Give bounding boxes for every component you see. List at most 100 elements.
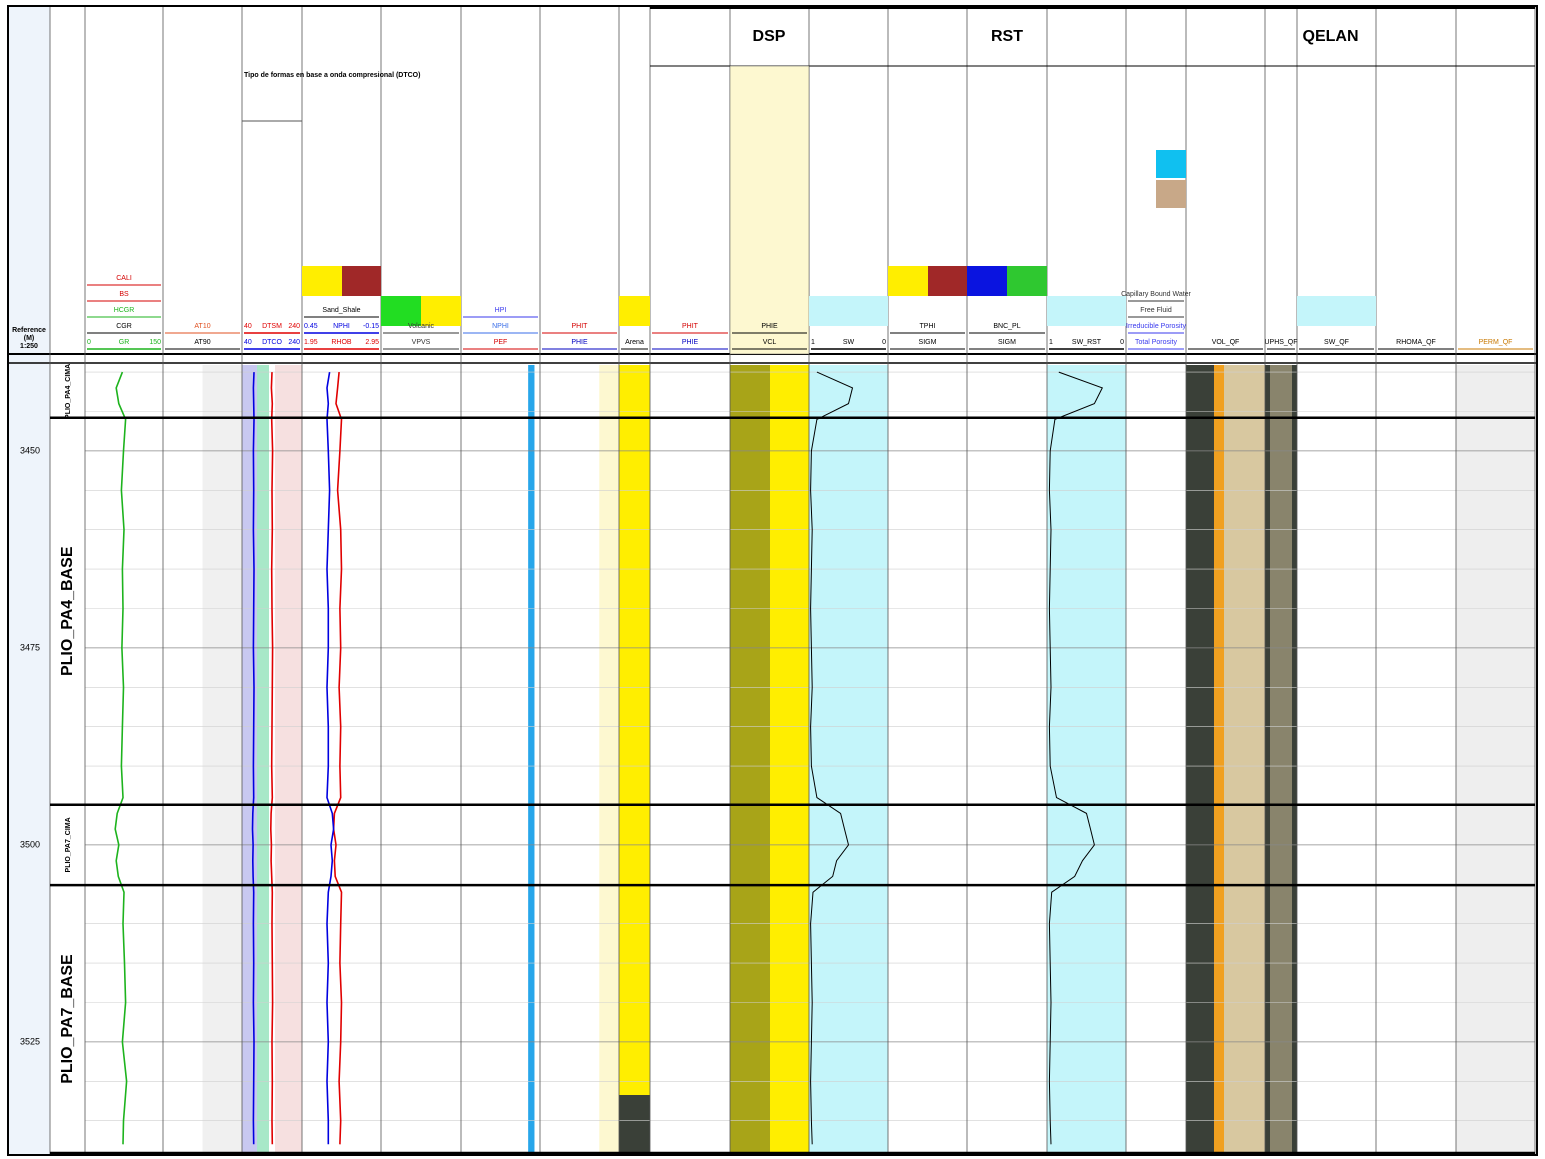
- legend-swatch: [302, 266, 342, 296]
- track-label: VPVS: [412, 339, 431, 346]
- track-label: PERM_QF: [1479, 339, 1513, 346]
- track-label: Sand_Shale: [322, 307, 360, 314]
- legend-swatch: [809, 296, 888, 326]
- track-label: AT90: [194, 339, 210, 346]
- lithology: [619, 365, 650, 1153]
- reference-column: [9, 7, 50, 1154]
- track-label: BS: [119, 291, 129, 298]
- curve-scale-min: 0.45: [304, 323, 318, 330]
- lithology: [1224, 365, 1265, 1153]
- track-label: SW_QF: [1324, 339, 1349, 346]
- group-title: DSP: [753, 28, 786, 45]
- track-label: Free Fluid: [1140, 307, 1172, 314]
- legend-swatch: [1156, 150, 1186, 178]
- track-label: SIGM: [998, 339, 1016, 346]
- legend-swatch: [421, 296, 461, 326]
- track-fill: [242, 365, 257, 1153]
- zone-name: PLIO_PA7_CIMA: [65, 817, 72, 872]
- lithology: [770, 365, 809, 1153]
- log-curve: [251, 372, 255, 1145]
- legend-swatch: [1047, 296, 1126, 326]
- track-label: TPHI: [920, 323, 936, 330]
- curve-name: SW_RST: [1072, 339, 1102, 346]
- curve-scale-min: 40: [244, 339, 252, 346]
- legend-swatch: [381, 296, 421, 326]
- zone-name: PLIO_PA7_BASE: [59, 954, 76, 1084]
- track-label: NPHI: [492, 323, 509, 330]
- curve-scale-min: 1.95: [304, 339, 318, 346]
- curve-scale-max: 240: [288, 323, 300, 330]
- lithology: [1186, 365, 1214, 1153]
- track-label: AT10: [194, 323, 210, 330]
- zone-name: PLIO_PA4_CIMA: [65, 364, 72, 419]
- track-fill: [809, 365, 888, 1153]
- track-fill: [599, 365, 619, 1153]
- curve-name: DTCO: [262, 339, 282, 346]
- curve-name: NPHI: [333, 323, 350, 330]
- log-curve: [326, 371, 335, 1145]
- track-note: Tipo de formas en base a onda compresion…: [244, 72, 420, 79]
- track-label: VCL: [763, 339, 777, 346]
- track-label: PHIT: [572, 323, 589, 330]
- track-label: Total Porosity: [1135, 339, 1178, 346]
- track-label: VOL_QF: [1212, 339, 1240, 346]
- track-label: Volcanic: [408, 323, 435, 330]
- track-fill: [1456, 365, 1535, 1153]
- track-fill: [257, 365, 269, 1153]
- legend-swatch: [967, 266, 1007, 296]
- curve-scale-min: 1: [1049, 339, 1053, 346]
- log-curve: [810, 371, 854, 1145]
- legend-swatch: [928, 266, 967, 296]
- depth-label: 3500: [20, 839, 40, 849]
- track-label: PHIE: [571, 339, 588, 346]
- reference-unit: (M): [24, 335, 35, 342]
- log-curve: [269, 372, 274, 1145]
- curve-scale-min: 40: [244, 323, 252, 330]
- curve-name: GR: [119, 339, 130, 346]
- track-label: PEF: [494, 339, 508, 346]
- curve-scale-max: -0.15: [363, 323, 379, 330]
- legend-swatch: [1297, 296, 1376, 326]
- track-fill: [1047, 365, 1126, 1153]
- legend-swatch: [888, 266, 928, 296]
- curve-name: DTSM: [262, 323, 282, 330]
- track-label: Capillary Bound Water: [1121, 291, 1191, 298]
- track-label: PHIT: [682, 323, 699, 330]
- curve-scale-min: 0: [87, 339, 91, 346]
- lithology: [730, 365, 770, 1153]
- curve-scale-max: 240: [288, 339, 300, 346]
- track-fill: [202, 365, 242, 1153]
- header-box: [729, 65, 810, 355]
- track-label: UPHS_QF: [1264, 339, 1297, 346]
- log-curve: [114, 371, 128, 1145]
- track-label: BNC_PL: [993, 323, 1020, 330]
- depth-label: 3475: [20, 642, 40, 652]
- zone-name: PLIO_PA4_BASE: [59, 546, 76, 676]
- legend-swatch: [619, 296, 650, 326]
- lithology: [619, 1095, 650, 1153]
- curve-name: RHOB: [331, 339, 352, 346]
- track-label: Arena: [625, 339, 644, 346]
- lithology: [1270, 365, 1292, 1153]
- curve-name: SW: [843, 339, 855, 346]
- curve-scale-max: 2.95: [365, 339, 379, 346]
- group-title: QELAN: [1303, 28, 1359, 45]
- legend-swatch: [1007, 266, 1047, 296]
- track-label: SIGM: [919, 339, 937, 346]
- track-label: HCGR: [114, 307, 135, 314]
- curve-scale-max: 0: [882, 339, 886, 346]
- curve-scale-max: 0: [1120, 339, 1124, 346]
- legend-swatch: [342, 266, 381, 296]
- depth-label: 3525: [20, 1036, 40, 1046]
- track-label: PHIE: [682, 339, 699, 346]
- log-curve: [332, 372, 343, 1145]
- log-curve: [1048, 371, 1103, 1145]
- track-label: RHOMA_QF: [1396, 339, 1436, 346]
- depth-label: 3450: [20, 445, 40, 455]
- curve-scale-min: 1: [811, 339, 815, 346]
- legend-swatch: [1156, 180, 1186, 208]
- track-label: CALI: [116, 275, 132, 282]
- reference-scale: 1:250: [20, 343, 38, 350]
- track-fill: [528, 365, 535, 1153]
- track-label: CGR: [116, 323, 132, 330]
